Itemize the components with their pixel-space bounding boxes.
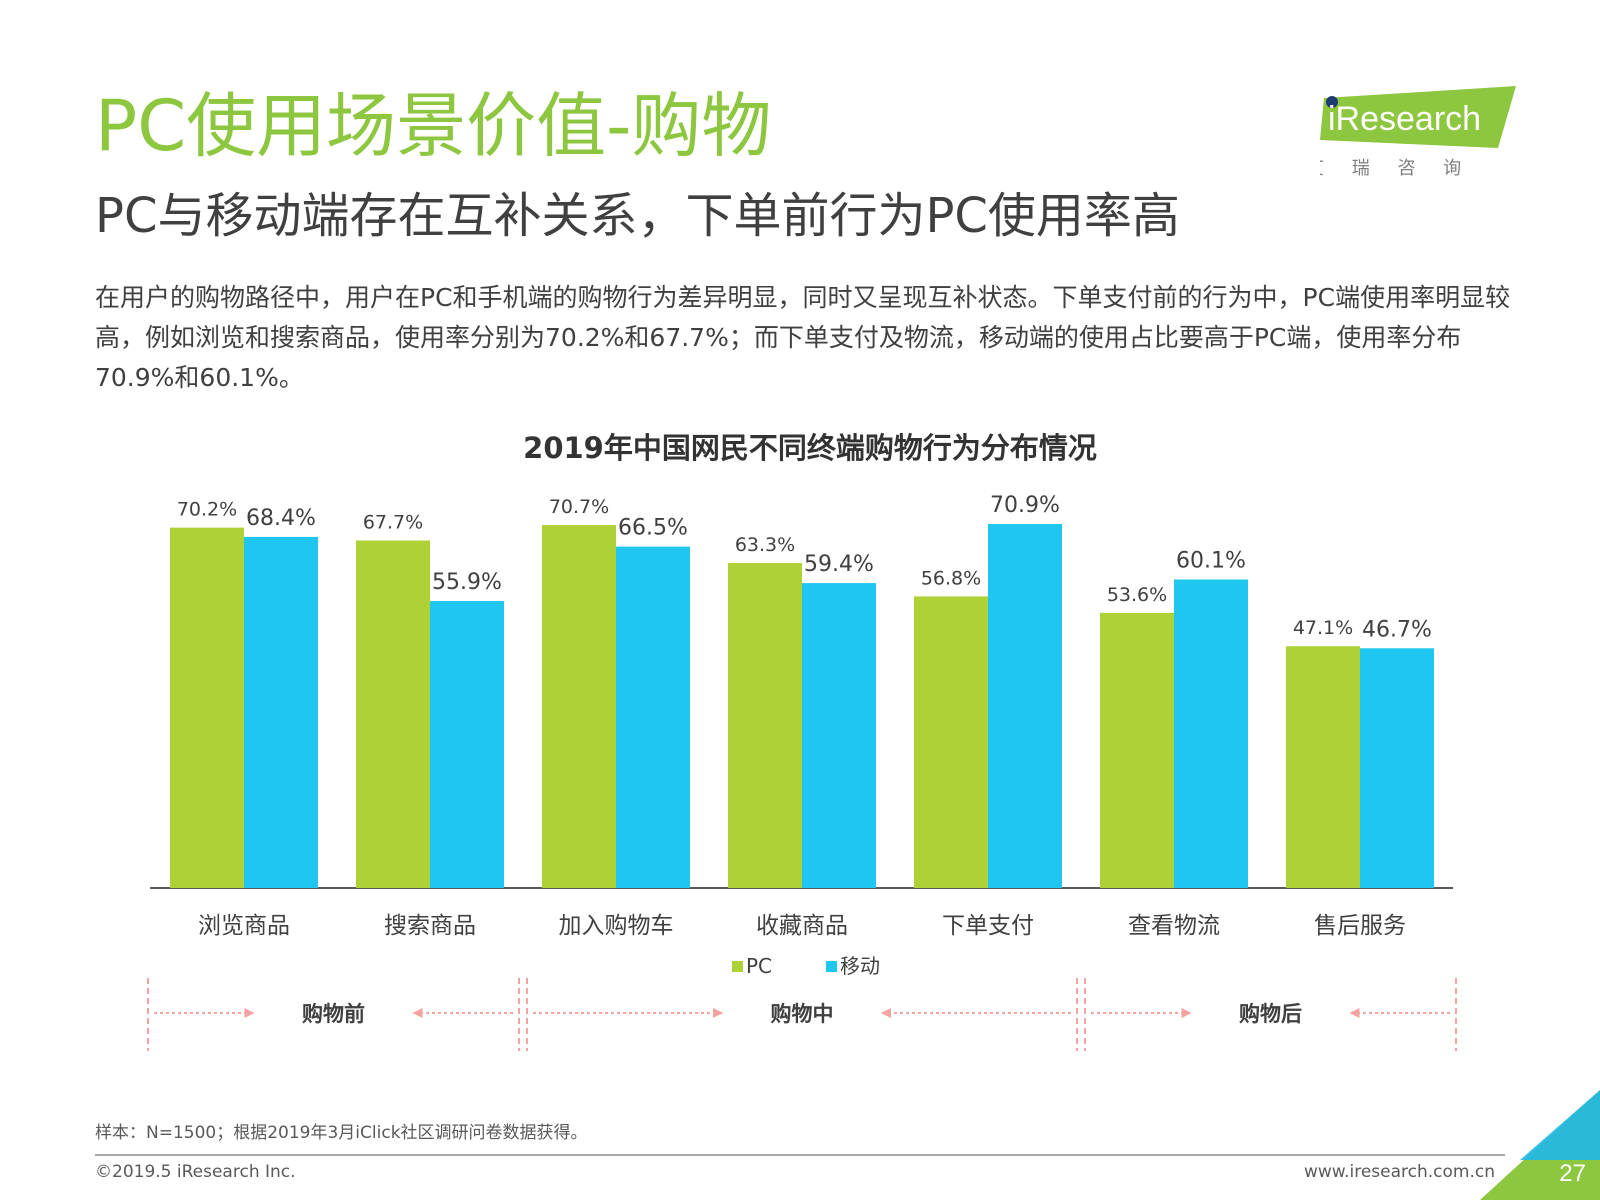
category-label-2: 加入购物车 xyxy=(559,913,674,939)
page-title: PC使用场景价值-购物 xyxy=(95,85,772,167)
corner-decoration xyxy=(1480,1090,1600,1200)
legend-swatch-1 xyxy=(826,961,837,972)
bar-pc-6 xyxy=(1286,646,1360,888)
data-label-pc-1: 67.7% xyxy=(363,511,423,533)
category-label-6: 售后服务 xyxy=(1314,913,1406,939)
category-label-0: 浏览商品 xyxy=(198,913,290,939)
bar-pc-3 xyxy=(728,563,802,888)
iresearch-logo: iResearch 艾 瑞 咨 询 xyxy=(1306,82,1520,182)
category-label-4: 下单支付 xyxy=(942,913,1034,939)
bar-pc-2 xyxy=(542,525,616,888)
bar-mobile-3 xyxy=(802,583,876,888)
bar-mobile-4 xyxy=(988,524,1062,888)
phase-label-0: 购物前 xyxy=(302,1002,365,1026)
data-label-mobile-4: 70.9% xyxy=(990,493,1060,518)
data-label-pc-5: 53.6% xyxy=(1107,584,1167,606)
category-label-3: 收藏商品 xyxy=(756,913,848,939)
bar-pc-1 xyxy=(356,540,430,888)
chart-title: 2019年中国网民不同终端购物行为分布情况 xyxy=(523,431,1097,465)
data-label-pc-6: 47.1% xyxy=(1293,617,1353,639)
legend-label-1: 移动 xyxy=(840,954,880,978)
website: www.iresearch.com.cn xyxy=(1303,1162,1495,1182)
phase-label-1: 购物中 xyxy=(771,1002,834,1026)
data-label-mobile-0: 68.4% xyxy=(246,506,316,531)
footnote: 样本：N=1500；根据2019年3月iClick社区调研问卷数据获得。 xyxy=(95,1123,588,1143)
bar-mobile-6 xyxy=(1360,648,1434,888)
data-label-mobile-2: 66.5% xyxy=(618,516,688,541)
logo-dot xyxy=(1326,96,1338,108)
bar-mobile-2 xyxy=(616,546,690,888)
logo-chinese: 艾 瑞 咨 询 xyxy=(1320,158,1472,179)
logo-wordmark: iResearch xyxy=(1328,100,1481,138)
copyright: ©2019.5 iResearch Inc. xyxy=(95,1162,296,1182)
category-label-1: 搜索商品 xyxy=(384,913,476,939)
data-label-pc-4: 56.8% xyxy=(921,567,981,589)
phase-label-2: 购物后 xyxy=(1239,1002,1302,1026)
data-label-pc-2: 70.7% xyxy=(549,496,609,518)
logo-banner xyxy=(1320,86,1516,148)
legend-label-0: PC xyxy=(746,954,772,978)
data-label-mobile-6: 46.7% xyxy=(1362,617,1432,642)
bar-pc-0 xyxy=(170,527,244,888)
category-label-5: 查看物流 xyxy=(1128,913,1220,939)
footer-divider xyxy=(95,1154,1505,1156)
bar-pc-5 xyxy=(1100,612,1174,888)
bar-mobile-5 xyxy=(1174,579,1248,888)
intro-paragraph: 在用户的购物路径中，用户在PC和手机端的购物行为差异明显，同时又呈现互补状态。下… xyxy=(95,283,1511,392)
bar-pc-4 xyxy=(914,596,988,888)
bar-chart: 70.2% 68.4% 浏览商品 67.7% 55.9% 搜索商品 70.7% 66.5% 加入… xyxy=(147,493,1457,1051)
data-label-pc-0: 70.2% xyxy=(177,499,237,521)
bar-mobile-1 xyxy=(430,601,504,888)
bar-mobile-0 xyxy=(244,536,318,888)
data-label-pc-3: 63.3% xyxy=(735,534,795,556)
page-number: 27 xyxy=(1559,1160,1586,1187)
data-label-mobile-3: 59.4% xyxy=(804,552,874,577)
data-label-mobile-5: 60.1% xyxy=(1176,548,1246,573)
page-subtitle: PC与移动端存在互补关系，下单前行为PC使用率高 xyxy=(95,188,1180,244)
data-label-mobile-1: 55.9% xyxy=(432,570,502,595)
legend-swatch-0 xyxy=(732,961,743,972)
